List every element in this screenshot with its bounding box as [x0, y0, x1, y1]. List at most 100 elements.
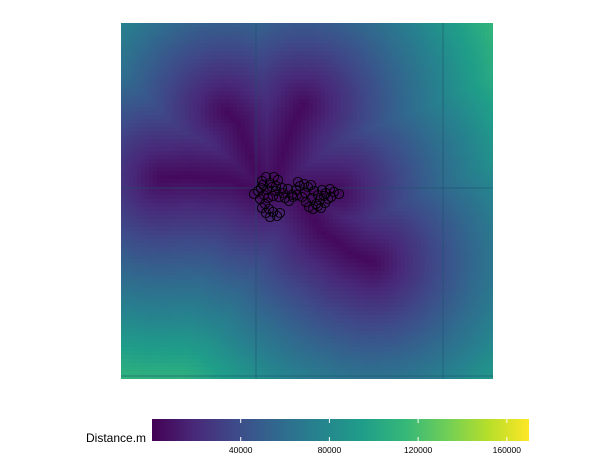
- heatmap-cell: [401, 215, 406, 220]
- heatmap-cell: [309, 231, 314, 236]
- heatmap-cell: [337, 143, 342, 148]
- heatmap-cell: [153, 51, 158, 56]
- heatmap-cell: [349, 87, 354, 92]
- heatmap-cell: [161, 231, 166, 236]
- heatmap-cell: [237, 175, 242, 180]
- heatmap-cell: [229, 115, 234, 120]
- heatmap-cell: [369, 75, 374, 80]
- heatmap-cell: [189, 83, 194, 88]
- heatmap-cell: [149, 123, 154, 128]
- heatmap-cell: [197, 95, 202, 100]
- heatmap-cell: [417, 31, 422, 36]
- heatmap-cell: [373, 67, 378, 72]
- heatmap-cell: [377, 167, 382, 172]
- heatmap-cell: [133, 107, 138, 112]
- heatmap-cell: [253, 31, 258, 36]
- heatmap-cell: [141, 131, 146, 136]
- heatmap-cell: [449, 159, 454, 164]
- heatmap-cell: [349, 55, 354, 60]
- heatmap-cell: [261, 75, 266, 80]
- heatmap-cell: [381, 35, 386, 40]
- heatmap-cell: [381, 175, 386, 180]
- heatmap-cell: [281, 27, 286, 32]
- heatmap-cell: [201, 35, 206, 40]
- heatmap-cell: [465, 187, 470, 192]
- heatmap-cell: [321, 167, 326, 172]
- heatmap-cell: [225, 215, 230, 220]
- heatmap-cell: [349, 191, 354, 196]
- heatmap-cell: [409, 75, 414, 80]
- heatmap-cell: [389, 55, 394, 60]
- heatmap-cell: [277, 99, 282, 104]
- heatmap-cell: [165, 219, 170, 224]
- heatmap-cell: [205, 71, 210, 76]
- heatmap-cell: [125, 75, 130, 80]
- heatmap-cell: [369, 127, 374, 132]
- heatmap-cell: [309, 183, 314, 188]
- heatmap-cell: [209, 187, 214, 192]
- heatmap-cell: [341, 179, 346, 184]
- heatmap-cell: [225, 211, 230, 216]
- heatmap-cell: [241, 127, 246, 132]
- heatmap-cell: [149, 95, 154, 100]
- heatmap-cell: [169, 147, 174, 152]
- heatmap-cell: [177, 91, 182, 96]
- heatmap-cell: [121, 95, 126, 100]
- heatmap-cell: [329, 195, 334, 200]
- heatmap-cell: [389, 163, 394, 168]
- heatmap-cell: [385, 87, 390, 92]
- heatmap-cell: [333, 91, 338, 96]
- heatmap-cell: [313, 79, 318, 84]
- heatmap-cell: [433, 119, 438, 124]
- heatmap-cell: [149, 163, 154, 168]
- heatmap-cell: [197, 207, 202, 212]
- heatmap-cell: [477, 171, 482, 176]
- heatmap-cell: [445, 155, 450, 160]
- heatmap-cell: [301, 43, 306, 48]
- heatmap-cell: [193, 47, 198, 52]
- heatmap-cell: [249, 79, 254, 84]
- heatmap-cell: [161, 163, 166, 168]
- heatmap-cell: [465, 155, 470, 160]
- heatmap-cell: [157, 187, 162, 192]
- heatmap-cell: [209, 51, 214, 56]
- heatmap-cell: [277, 23, 282, 28]
- heatmap-cell: [433, 227, 438, 232]
- heatmap-cell: [185, 167, 190, 172]
- heatmap-cell: [285, 131, 290, 136]
- heatmap-cell: [261, 203, 266, 208]
- heatmap-cell: [125, 91, 130, 96]
- heatmap-cell: [209, 75, 214, 80]
- heatmap-cell: [337, 51, 342, 56]
- heatmap-cell: [129, 55, 134, 60]
- heatmap-cell: [433, 35, 438, 40]
- heatmap-cell: [277, 95, 282, 100]
- heatmap-cell: [121, 143, 126, 148]
- heatmap-cell: [297, 131, 302, 136]
- heatmap-cell: [181, 171, 186, 176]
- heatmap-cell: [285, 127, 290, 132]
- heatmap-cell: [481, 223, 486, 228]
- heatmap-cell: [253, 135, 258, 140]
- heatmap-cell: [393, 227, 398, 232]
- heatmap-cell: [365, 211, 370, 216]
- heatmap-cell: [309, 111, 314, 116]
- heatmap-cell: [377, 51, 382, 56]
- heatmap-cell: [461, 103, 466, 108]
- heatmap-cell: [297, 135, 302, 140]
- heatmap-cell: [473, 203, 478, 208]
- heatmap-cell: [445, 135, 450, 140]
- heatmap-cell: [241, 167, 246, 172]
- heatmap-cell: [333, 63, 338, 68]
- heatmap-cell: [473, 111, 478, 116]
- heatmap-cell: [169, 83, 174, 88]
- heatmap-cell: [165, 203, 170, 208]
- heatmap-cell: [401, 51, 406, 56]
- heatmap-cell: [169, 31, 174, 36]
- heatmap-cell: [445, 147, 450, 152]
- heatmap-cell: [185, 195, 190, 200]
- heatmap-cell: [289, 227, 294, 232]
- heatmap-cell: [141, 211, 146, 216]
- heatmap-cell: [281, 171, 286, 176]
- heatmap-cell: [377, 207, 382, 212]
